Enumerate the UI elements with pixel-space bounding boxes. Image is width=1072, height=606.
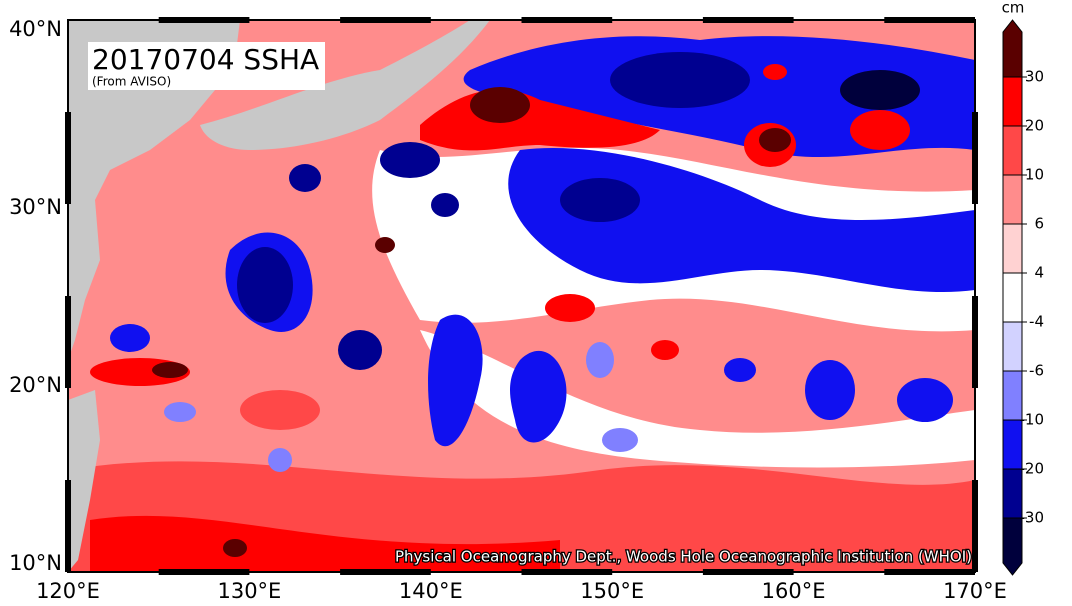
colorbar-label: -20	[1020, 460, 1045, 478]
colorbar-label: 6	[1034, 215, 1044, 233]
colorbar-label: 10	[1025, 166, 1044, 184]
lon-label: 160°E	[762, 579, 826, 603]
frame-segment	[884, 569, 975, 575]
frame-segment	[340, 569, 431, 575]
lon-label: 150°E	[580, 579, 644, 603]
frame-segment	[702, 17, 794, 23]
ssha-field	[68, 20, 975, 572]
colorbar-label: -30	[1020, 509, 1045, 527]
frame-segment	[884, 17, 975, 23]
colorbar-cell	[1002, 76, 1023, 127]
lat-label: 20°N	[9, 373, 62, 397]
lon-label: 140°E	[399, 579, 463, 603]
colorbar-cell	[1002, 19, 1023, 78]
colorbar-label: -6	[1029, 362, 1044, 380]
frame-segment	[65, 112, 71, 204]
colorbar-label: -4	[1029, 313, 1044, 331]
map-subtitle: (From AVISO)	[92, 75, 171, 89]
colorbar-cell	[1002, 174, 1023, 225]
frame-segment	[521, 17, 613, 23]
colorbar-cell	[1002, 223, 1023, 274]
frame-segment	[972, 112, 978, 204]
lat-label: 30°N	[9, 195, 62, 219]
frame-segment	[702, 569, 794, 575]
frame-segment	[158, 17, 250, 23]
colorbar-label: 20	[1025, 117, 1044, 135]
colorbar-unit: cm	[1002, 0, 1025, 17]
frame-segment	[521, 569, 613, 575]
colorbar-cell	[1002, 517, 1023, 576]
axes: 120°E 130°E 140°E 150°E 160°E 170°E 40°N 30°N 20…	[9, 17, 1007, 603]
lon-label: 130°E	[217, 579, 281, 603]
frame-segment	[65, 296, 71, 388]
frame-segment	[972, 296, 978, 388]
lon-label: 120°E	[36, 579, 100, 603]
colorbar: 30 20 10 6 4 -4 -6 -10 -20 -30	[1002, 19, 1045, 576]
map-title: 20170704 SSHA	[92, 43, 319, 76]
colorbar-cell	[1002, 125, 1023, 176]
frame-segment	[340, 17, 431, 23]
lon-label: 170°E	[943, 579, 1007, 603]
colorbar-label: 30	[1025, 68, 1044, 86]
lat-label: 10°N	[9, 551, 62, 575]
colorbar-label: -10	[1020, 411, 1045, 429]
credit: Physical Oceanography Dept., Woods Hole …	[395, 548, 972, 566]
frame-segment	[158, 569, 250, 575]
colorbar-label: 4	[1034, 264, 1044, 282]
title-box	[88, 42, 325, 90]
frame-checker	[65, 17, 978, 575]
frame-segment	[972, 480, 978, 572]
lat-label: 40°N	[9, 17, 62, 41]
colorbar-cell	[1002, 321, 1023, 372]
frame-segment	[65, 480, 71, 572]
colorbar-cell	[1002, 272, 1023, 323]
